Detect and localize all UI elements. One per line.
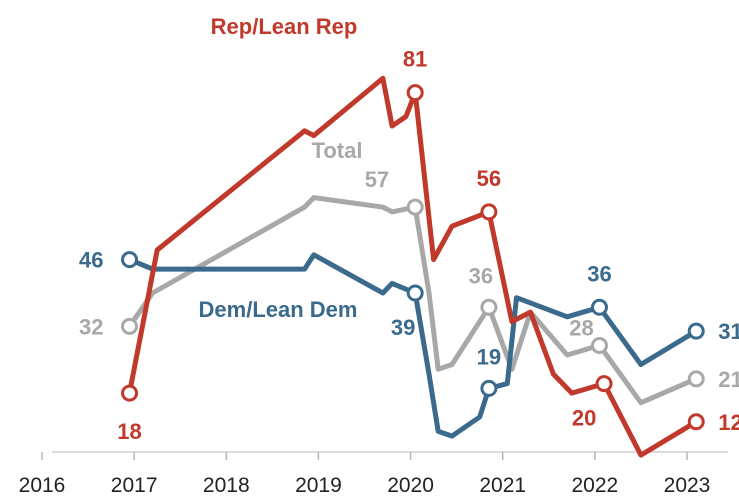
data-label: 39: [391, 315, 415, 340]
series-line-0: [127, 75, 699, 458]
data-label: 36: [469, 263, 493, 288]
series-name-label: Rep/Lean Rep: [211, 14, 358, 39]
x-tick-label: 2021: [479, 474, 526, 497]
data-point-marker: [480, 298, 498, 316]
x-tick-label: 2018: [203, 474, 250, 497]
data-point-marker: [480, 379, 498, 397]
data-label: 57: [365, 167, 389, 192]
data-label: 81: [403, 47, 427, 72]
data-point-marker: [406, 198, 424, 216]
data-point-marker: [590, 336, 608, 354]
data-point-marker: [590, 298, 608, 316]
x-tick-label: 2020: [387, 474, 434, 497]
data-point-marker: [687, 413, 705, 431]
x-axis-ticks: 2016 2017 2018 2019 2020 2021 2022 2023: [19, 452, 711, 497]
data-label: 36: [587, 261, 611, 286]
series-lines: [127, 75, 699, 458]
x-tick-label: 2023: [664, 474, 711, 497]
data-point-marker: [480, 203, 498, 221]
data-label: 18: [117, 419, 141, 444]
series-markers: [121, 84, 705, 431]
chart-labels: 32 57 36 28 21 Total 46 39 19 36 31 Dem/Lean Dem 18 8…: [79, 14, 739, 444]
data-label: 12: [718, 410, 739, 435]
data-label: 20: [572, 406, 596, 431]
data-point-marker: [406, 284, 424, 302]
data-point-marker: [406, 84, 424, 102]
data-label: 46: [79, 248, 103, 273]
series-line-1: [127, 195, 699, 406]
x-tick-label: 2022: [571, 474, 618, 497]
data-label: 32: [79, 314, 103, 339]
data-label: 28: [569, 315, 593, 340]
x-tick-label: 2019: [295, 474, 342, 497]
data-label: 19: [477, 344, 501, 369]
data-label: 31: [718, 319, 739, 344]
x-tick-label: 2016: [19, 474, 66, 497]
data-point-marker: [121, 251, 139, 269]
series-name-label: Dem/Lean Dem: [199, 297, 358, 322]
data-label: 56: [477, 166, 501, 191]
data-point-marker: [121, 317, 139, 335]
data-point-marker: [121, 384, 139, 402]
series-name-label: Total: [312, 138, 363, 163]
x-tick-label: 2017: [111, 474, 158, 497]
data-point-marker: [687, 322, 705, 340]
data-label: 21: [718, 367, 739, 392]
data-point-marker: [687, 370, 705, 388]
series-line-2: [127, 252, 699, 439]
data-point-marker: [595, 375, 613, 393]
